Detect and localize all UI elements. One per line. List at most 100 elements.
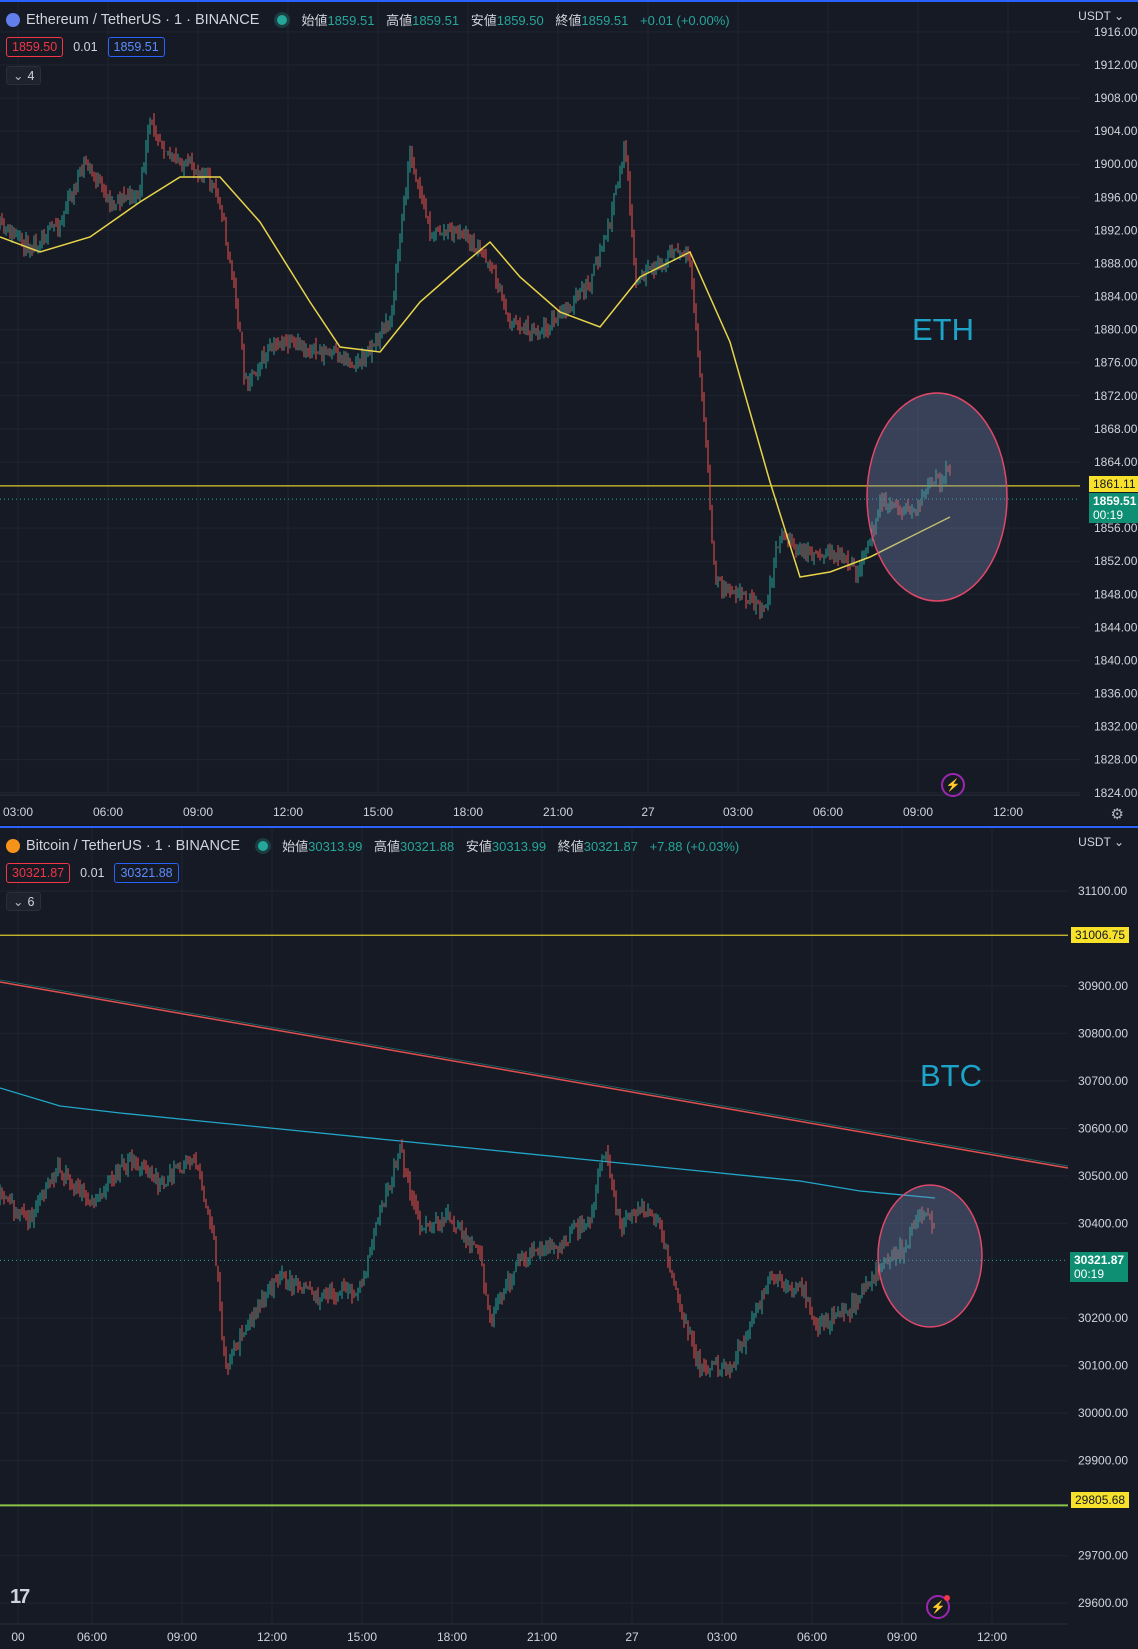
y-tick-label: 1912.00 [1094,58,1138,72]
btc-symbol-title[interactable]: Bitcoin / TetherUS · 1 · BINANCE [26,837,241,854]
change-value: +0.01 (+0.00%) [640,13,730,28]
y-tick-label: 30000.00 [1078,1406,1128,1420]
y-tick-label: 1896.00 [1094,190,1138,204]
notification-dot [944,1595,950,1601]
close-label: 終値 [557,839,584,854]
high-label: 高値 [386,13,413,28]
x-tick-label: 09:00 [167,1630,197,1644]
y-tick-label: 1880.00 [1094,323,1138,337]
eth-indicators-toggle[interactable]: ⌄ 4 [6,66,42,85]
x-tick-label: 00 [11,1630,25,1644]
eth-chart-canvas[interactable]: 1916.00 1912.00 1908.00 1904.00 1900.00 1896.… [0,2,1138,824]
settings-gear-icon[interactable]: ⚙ [1110,806,1124,823]
eth-price-axis [1080,2,1138,824]
x-tick-label: 03:00 [3,805,33,819]
y-tick-label: 30200.00 [1078,1311,1128,1325]
btc-currency-label: USDT [1078,835,1111,849]
y-tick-label: 30700.00 [1078,1074,1128,1088]
y-tick-label: 1876.00 [1094,356,1138,370]
y-tick-label: 1844.00 [1094,620,1138,634]
y-tick-label: 31100.00 [1078,884,1127,898]
x-tick-label: 27 [641,805,655,819]
eth-spread: 0.01 [73,40,98,54]
eth-highlight-ellipse [866,392,1008,602]
eth-sell-button[interactable]: 1859.50 [6,37,64,57]
eth-buy-button[interactable]: 1859.51 [107,37,165,57]
grid-lines [0,2,1080,794]
low-label: 安値 [470,13,497,28]
market-open-dot [258,840,269,851]
eth-level-price-tag: 1861.11 [1089,476,1138,492]
x-tick-label: 15:00 [347,1630,377,1644]
ethereum-icon [6,12,20,27]
y-tick-label: 30100.00 [1078,1359,1128,1373]
y-tick-label: 29900.00 [1078,1454,1128,1468]
tradingview-logo[interactable]: 17 [10,1586,30,1608]
btc-bottom-level-tag: 29805.68 [1071,1492,1130,1508]
y-tick-label: 30800.00 [1078,1026,1128,1040]
high-value: 30321.88 [399,839,455,854]
y-tick-label: 1884.00 [1094,290,1138,304]
eth-last-price-tag: 1859.51 00:19 [1089,493,1138,523]
btc-ohlc: 始値30313.99 高値30321.88 安値30313.99 終値30321… [282,836,739,855]
y-tick-label: 1892.00 [1094,223,1138,237]
y-tick-label: 30400.00 [1078,1216,1128,1230]
y-tick-label: 1916.00 [1094,25,1138,39]
eth-legend: Ethereum / TetherUS · 1 · BINANCE 始値1859… [6,10,730,29]
eth-ohlc: 始値1859.51 高値1859.51 安値1859.50 終値1859.51 … [301,10,729,29]
eth-moving-average-line [0,176,951,578]
btc-chart-canvas[interactable]: 31100.00 30900.00 30800.00 30700.00 30600.00… [0,828,1138,1649]
lightning-icon[interactable]: ⚡ [926,1595,950,1619]
y-tick-label: 30600.00 [1078,1121,1128,1135]
close-value: 1859.51 [581,13,629,28]
lightning-icon[interactable]: ⚡ [941,773,965,797]
btc-candles [0,1139,935,1379]
chevron-down-icon: ⌄ [13,895,24,909]
btc-annotation-text[interactable]: BTC [920,1058,982,1093]
market-open-dot [277,14,288,25]
eth-bar-countdown: 00:19 [1093,508,1124,522]
eth-currency-selector[interactable]: USDT ⌄ [1078,9,1124,23]
grid-lines [0,828,1068,1624]
high-label: 高値 [373,839,400,854]
btc-last-price-tag: 30321.87 00:19 [1070,1252,1129,1282]
btc-currency-selector[interactable]: USDT ⌄ [1078,835,1124,849]
btc-highlight-ellipse [877,1184,983,1328]
low-label: 安値 [465,839,492,854]
x-tick-label: 03:00 [723,805,753,819]
open-label: 始値 [282,839,309,854]
eth-candles [0,113,951,620]
y-tick-label: 1848.00 [1094,587,1138,601]
eth-symbol-title[interactable]: Ethereum / TetherUS · 1 · BINANCE [26,11,260,28]
x-tick-label: 06:00 [813,805,843,819]
btc-chart-pane[interactable]: 31100.00 30900.00 30800.00 30700.00 30600.00… [0,826,1138,1649]
y-tick-label: 1824.00 [1094,786,1138,800]
close-label: 終値 [555,13,582,28]
chevron-down-icon: ⌄ [13,69,24,83]
x-tick-label: 06:00 [77,1630,107,1644]
change-value: +7.88 (+0.03%) [649,839,740,854]
eth-chart-pane[interactable]: 1916.00 1912.00 1908.00 1904.00 1900.00 1896.… [0,0,1138,824]
y-tick-label: 1868.00 [1094,422,1138,436]
close-value: 30321.87 [583,839,638,854]
btc-sell-button[interactable]: 30321.87 [6,863,71,883]
eth-currency-label: USDT [1078,9,1111,23]
y-tick-label: 30500.00 [1078,1169,1128,1183]
y-tick-label: 29600.00 [1078,1596,1128,1610]
btc-last-price: 30321.87 [1074,1253,1125,1267]
x-tick-label: 06:00 [797,1630,827,1644]
btc-bar-countdown: 00:19 [1074,1267,1105,1281]
y-tick-label: 1900.00 [1094,157,1138,171]
x-tick-label: 15:00 [363,805,393,819]
y-tick-label: 1836.00 [1094,687,1138,701]
open-value: 30313.99 [308,839,363,854]
y-tick-label: 30900.00 [1078,979,1128,993]
x-tick-label: 12:00 [977,1630,1007,1644]
btc-indicators-toggle[interactable]: ⌄ 6 [6,892,42,911]
eth-annotation-text[interactable]: ETH [912,312,974,347]
y-tick-label: 1832.00 [1094,720,1138,734]
btc-trendline [0,981,1069,1169]
btc-buy-button[interactable]: 30321.88 [114,863,179,883]
x-tick-label: 09:00 [887,1630,917,1644]
bitcoin-icon [6,838,20,853]
